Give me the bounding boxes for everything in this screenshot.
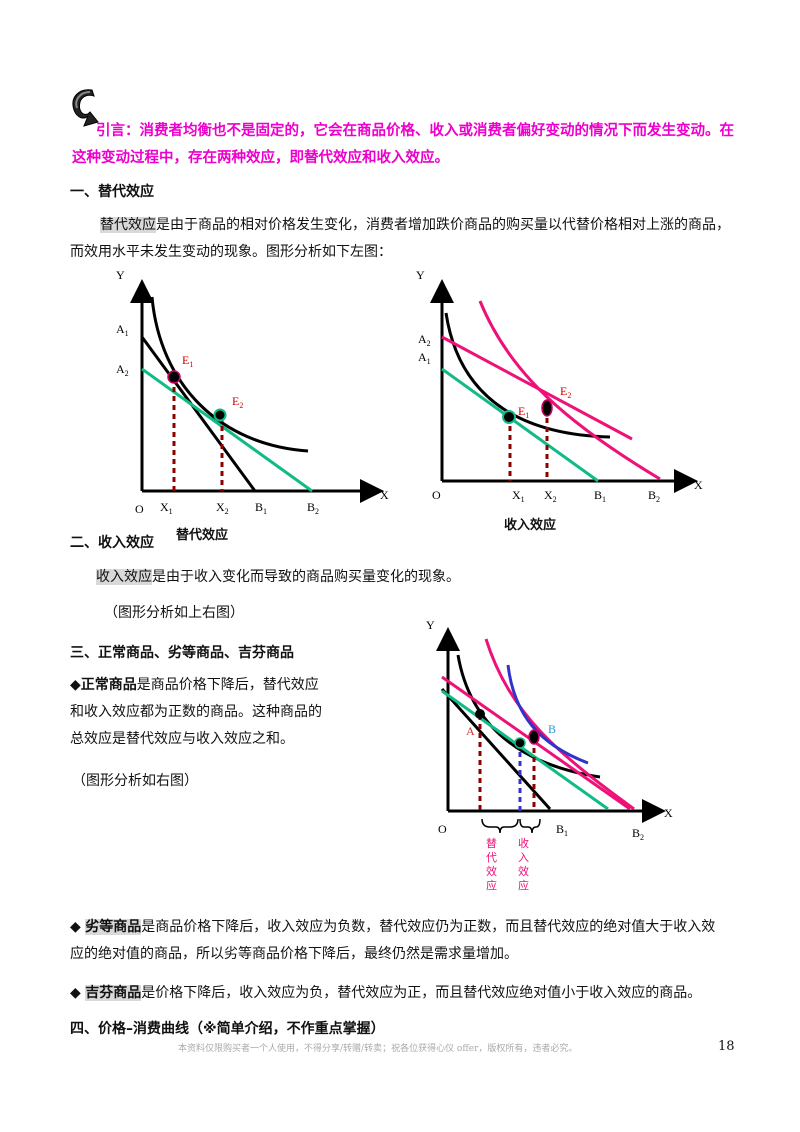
svg-text:X2: X2: [216, 500, 229, 516]
svg-text:A1: A1: [116, 322, 129, 338]
svg-text:E1: E1: [518, 404, 529, 420]
svg-text:E2: E2: [232, 394, 243, 410]
figure-substitution-effect: Y A1 A2 E1 E2 O X1 X2 B1 B2 X: [116, 268, 389, 516]
svg-text:X: X: [694, 478, 703, 492]
normal-goods-paragraph: ◆正常商品是商品价格下降后，替代效应 和收入效应都为正数的商品。这种商品的 总效…: [70, 677, 322, 747]
svg-text:X: X: [380, 488, 389, 502]
svg-text:A: A: [466, 724, 475, 738]
svg-text:B1: B1: [594, 488, 606, 504]
svg-text:O: O: [432, 488, 441, 502]
svg-text:应: 应: [518, 878, 529, 892]
svg-text:Y: Y: [416, 268, 425, 282]
intro-text: 引言：消费者均衡也不是固定的，它会在商品价格、收入或消费者偏好变动的情况下而发生…: [72, 122, 734, 166]
svg-text:效: 效: [486, 864, 497, 878]
svg-text:效: 效: [518, 864, 529, 878]
section1-heading: 一、替代效应: [70, 184, 154, 200]
svg-text:O: O: [135, 502, 144, 516]
svg-text:收: 收: [518, 836, 529, 850]
svg-text:A1: A1: [418, 350, 431, 366]
svg-text:X2: X2: [544, 488, 557, 504]
svg-text:Y: Y: [116, 268, 125, 282]
svg-text:X1: X1: [160, 500, 173, 516]
section2-note: （图形分析如上右图）: [104, 605, 244, 621]
figure-normal-goods: Y A B O B1 B2 X 替 代 效 应 收 入 效 应: [426, 618, 673, 892]
svg-text:X: X: [664, 806, 673, 820]
svg-text:代: 代: [486, 851, 497, 864]
footer-copyright: 本资料仅限购买者一个人使用，不得分享/转赠/转卖；祝各位获得心仪 offer，版…: [178, 1044, 578, 1054]
section2-paragraph: 收入效应是由于收入变化而导致的商品购买量变化的现象。: [96, 569, 460, 585]
section4-heading: 四、价格–消费曲线（※简单介绍，不作重点掌握）: [70, 1021, 385, 1037]
svg-text:应: 应: [486, 878, 497, 892]
svg-text:E2: E2: [560, 384, 571, 400]
svg-text:B1: B1: [255, 500, 267, 516]
svg-text:B2: B2: [648, 488, 660, 504]
figure1-caption: 替代效应: [176, 528, 229, 543]
figure-income-effect: Y A2 A1 E1 E2 O X1 X2 B1 B2 X: [416, 268, 703, 504]
svg-text:A2: A2: [116, 362, 129, 378]
svg-text:B2: B2: [307, 500, 319, 516]
svg-text:替: 替: [486, 836, 497, 850]
section1-paragraph: 替代效应是由于商品的相对价格发生变化，消费者增加跌价商品的购买量以代替价格相对上…: [70, 217, 730, 260]
section3-heading: 三、正常商品、劣等商品、吉芬商品: [70, 645, 294, 661]
page-number: 18: [718, 1039, 735, 1054]
svg-text:X1: X1: [512, 488, 525, 504]
svg-text:A2: A2: [418, 332, 431, 348]
svg-text:B2: B2: [632, 826, 644, 842]
svg-text:B1: B1: [556, 822, 568, 838]
giffen-goods-paragraph: ◆ 吉芬商品是价格下降后，收入效应为负，替代效应为正，而且替代效应绝对值小于收入…: [70, 985, 702, 1001]
curly-arrow-icon: [72, 89, 99, 127]
svg-text:E1: E1: [182, 353, 193, 369]
svg-text:Y: Y: [426, 618, 435, 632]
figure2-caption: 收入效应: [504, 518, 557, 533]
svg-text:B: B: [548, 722, 556, 736]
inferior-goods-paragraph: ◆ 劣等商品是商品价格下降后，收入效应为负数，替代效应仍为正数，而且替代效应的绝…: [70, 919, 716, 962]
svg-text:O: O: [438, 822, 447, 836]
section2-heading: 二、收入效应: [70, 535, 154, 551]
svg-text:入: 入: [518, 852, 529, 864]
normal-goods-note: （图形分析如右图）: [72, 773, 198, 789]
